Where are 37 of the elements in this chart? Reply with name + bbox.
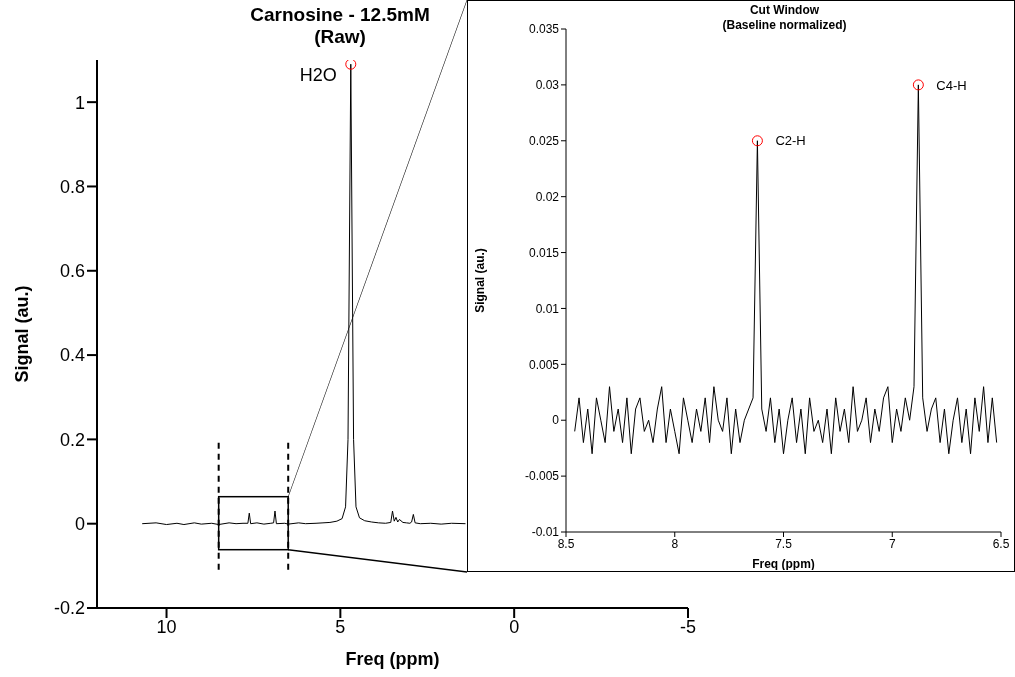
x-tick-label: 7: [888, 536, 896, 551]
x-tick-label: 6.5: [992, 536, 1010, 551]
x-tick-label: 10: [156, 616, 177, 637]
y-tick-label: 0.6: [59, 261, 85, 282]
annotation: H2O: [299, 64, 337, 85]
annotation: C2-H: [775, 133, 806, 149]
y-tick-label: 0.015: [528, 245, 560, 260]
annotation: C4-H: [936, 77, 967, 93]
chart-subtitle: (Baseline normalized): [721, 18, 848, 33]
y-tick-label: 0.005: [528, 357, 560, 372]
chart-title: Cut Window: [748, 3, 821, 18]
x-tick-label: 7.5: [775, 536, 793, 551]
y-tick-label: 0: [74, 514, 85, 535]
y-tick-label: 1: [74, 92, 85, 113]
y-tick-label: -0.2: [53, 598, 85, 619]
chart-title: Carnosine - 12.5mM: [249, 4, 431, 26]
chart-subtitle: (Raw): [313, 26, 367, 48]
y-tick-label: -0.005: [524, 469, 560, 484]
y-tick-label: -0.01: [531, 525, 560, 540]
x-axis-title: Freq (ppm): [345, 649, 440, 669]
y-tick-label: 0.2: [59, 429, 85, 450]
y-tick-label: 0.02: [535, 189, 560, 204]
y-tick-label: 0.035: [528, 22, 560, 37]
x-tick-label: -5: [679, 616, 697, 637]
y-tick-label: 0.03: [535, 78, 560, 93]
y-axis-title: Signal (au.): [12, 285, 33, 383]
y-tick-label: 0: [552, 413, 560, 428]
x-axis-title: Freq (ppm): [752, 557, 815, 571]
y-axis-title: Signal (au.): [473, 248, 488, 313]
x-tick-label: 8.5: [557, 536, 575, 551]
y-tick-label: 0.4: [59, 345, 85, 366]
y-tick-label: 0.01: [535, 301, 560, 316]
y-tick-label: 0.025: [528, 134, 560, 149]
x-tick-label: 0: [509, 616, 520, 637]
y-tick-label: 0.8: [59, 176, 85, 197]
x-tick-label: 5: [335, 616, 346, 637]
x-tick-label: 8: [671, 536, 679, 551]
